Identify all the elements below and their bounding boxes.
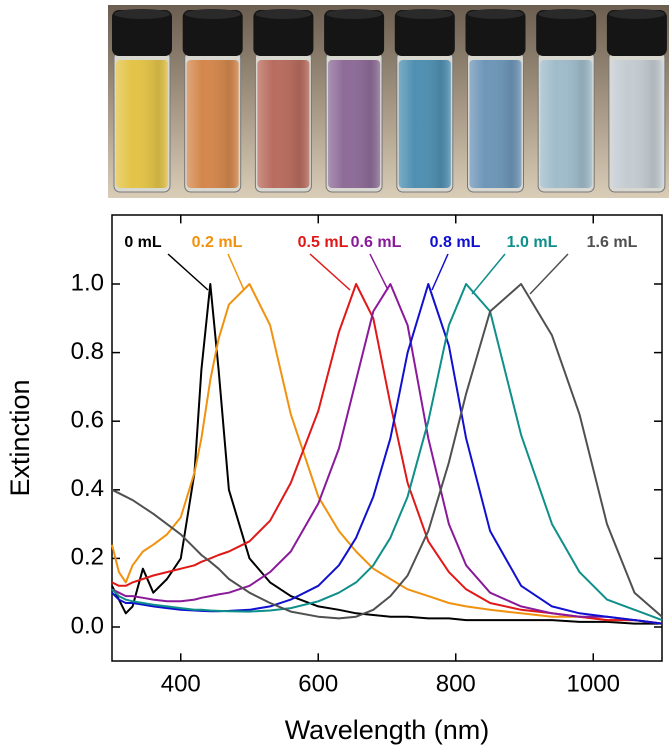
vial-gloss <box>328 60 381 188</box>
vial-cap <box>182 10 243 56</box>
series-label: 0 mL <box>124 234 162 251</box>
x-axis-title: Wavelength (nm) <box>285 715 490 745</box>
annotation-leader <box>309 253 351 291</box>
vial-cap <box>112 10 172 56</box>
vial-cap <box>394 10 455 56</box>
vial-cap <box>324 10 385 56</box>
vial-gloss <box>398 60 451 188</box>
plot: 0.0 0.2 0.4 0.6 0.8 1.0 400 600 800 1000 0 mL 0.2 m… <box>71 215 663 698</box>
vial-gloss <box>610 60 663 188</box>
vial-gloss <box>116 60 168 188</box>
x-tick-label: 400 <box>161 671 201 698</box>
x-tick-label: 600 <box>298 671 338 698</box>
series-label: 0.2 mL <box>192 234 243 251</box>
series-line <box>111 283 663 620</box>
plot-frame <box>111 214 663 662</box>
vial-cap-top <box>538 9 595 19</box>
series-line <box>111 283 663 625</box>
x-tick-label: 1000 <box>567 671 620 698</box>
series-label: 0.8 mL <box>430 234 481 251</box>
vial-photo <box>108 5 669 198</box>
vial-cap-top <box>608 9 665 19</box>
vial-cap <box>606 10 667 56</box>
series-label: 1.0 mL <box>507 234 558 251</box>
y-axis-title: Extinction <box>5 379 35 496</box>
annotation-leader <box>431 253 449 291</box>
vial-gloss <box>540 60 593 188</box>
annotation-leader <box>369 253 389 291</box>
vial-cap <box>536 10 597 56</box>
series-line <box>111 283 663 622</box>
y-tick-label: 0.8 <box>71 338 104 365</box>
vial-cap-top <box>184 9 241 19</box>
vial-gloss <box>186 60 239 188</box>
vial-cap-top <box>114 9 170 19</box>
series-label: 0.6 mL <box>351 234 402 251</box>
series-label: 1.6 mL <box>587 234 638 251</box>
annotation-leader <box>227 253 245 291</box>
series-line <box>111 283 663 625</box>
vial-cap-top <box>396 9 453 19</box>
y-tick-label: 0.2 <box>71 544 104 571</box>
vial-gloss <box>257 60 310 188</box>
y-tick-label: 0.6 <box>71 407 104 434</box>
vial-gloss <box>469 60 522 188</box>
series-line <box>111 283 662 625</box>
vial-cap <box>465 10 526 56</box>
series-label: 0.5 mL <box>298 234 349 251</box>
vials <box>112 9 667 193</box>
y-tick-label: 0.4 <box>71 475 104 502</box>
vial-cap-top <box>467 9 524 19</box>
series-line <box>111 283 663 625</box>
annotation-leader <box>167 253 209 291</box>
y-tick-label: 1.0 <box>71 269 104 296</box>
y-tick-label: 0.0 <box>71 612 104 639</box>
annotation-leader <box>529 253 569 295</box>
x-tick-label: 800 <box>436 671 476 698</box>
vial-cap-top <box>326 9 383 19</box>
vial-cap-top <box>255 9 312 19</box>
vial-cap <box>253 10 314 56</box>
annotation-leader <box>471 253 506 295</box>
series-line <box>111 283 663 625</box>
